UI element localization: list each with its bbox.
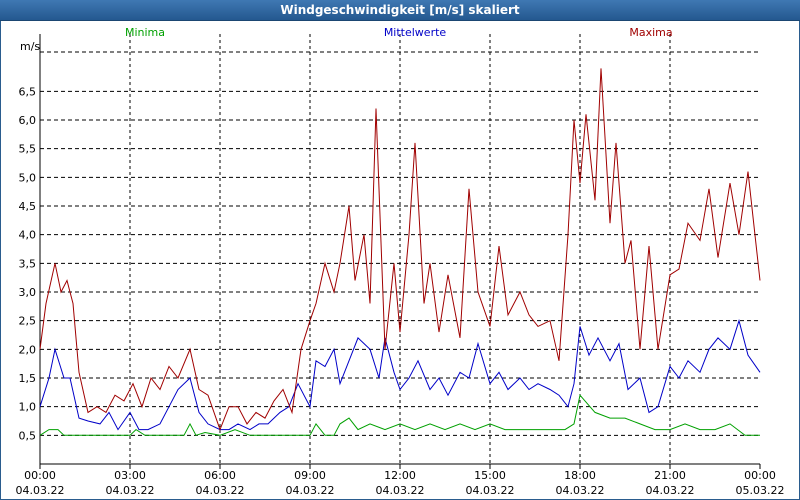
y-tick-label: 2,5 [19, 315, 37, 328]
x-tick-time: 06:00 [204, 469, 236, 482]
series-line-maxima [39, 68, 761, 432]
x-tick-time: 03:00 [114, 469, 146, 482]
x-tick-time: 12:00 [384, 469, 416, 482]
x-tick-date: 04.03.22 [286, 484, 335, 497]
y-axis-label: m/s [20, 40, 40, 53]
x-tick-date: 04.03.22 [466, 484, 515, 497]
plot-area [40, 34, 760, 464]
y-tick-label: 6,5 [19, 85, 37, 98]
legend-entry-minima: Minima [125, 26, 165, 39]
x-tick-date: 04.03.22 [556, 484, 605, 497]
x-tick-time: 00:00 [24, 469, 56, 482]
series-line-mittelwerte [39, 318, 761, 431]
x-tick-date: 05.03.22 [736, 484, 785, 497]
x-tick-time: 00:00 [744, 469, 776, 482]
y-tick-label: 6,0 [19, 114, 37, 127]
y-tick-label: 5,5 [19, 143, 37, 156]
x-tick-time: 09:00 [294, 469, 326, 482]
series-line-minima [39, 394, 760, 436]
x-tick-date: 04.03.22 [16, 484, 65, 497]
x-tick-date: 04.03.22 [106, 484, 155, 497]
x-tick-date: 04.03.22 [196, 484, 245, 497]
x-tick-time: 18:00 [564, 469, 596, 482]
y-tick-label: 1,5 [19, 372, 37, 385]
title-bar: Windgeschwindigkeit [m/s] skaliert [0, 0, 800, 21]
x-tick-date: 04.03.22 [646, 484, 695, 497]
y-tick-label: 4,0 [19, 229, 37, 242]
x-tick-date: 04.03.22 [376, 484, 425, 497]
y-tick-label: 2,0 [19, 343, 37, 356]
y-tick-label: 4,5 [19, 200, 37, 213]
y-tick-label: 1,0 [19, 401, 37, 414]
y-tick-label: 3,5 [19, 257, 37, 270]
chart-title: Windgeschwindigkeit [m/s] skaliert [280, 3, 520, 17]
y-tick-label: 0,5 [19, 429, 37, 442]
x-tick-time: 15:00 [474, 469, 506, 482]
x-tick-time: 21:00 [654, 469, 686, 482]
legend-entry-mittelwerte: Mittelwerte [384, 26, 447, 39]
legend-entry-maxima: Maxima [629, 26, 672, 39]
y-tick-label: 5,0 [19, 171, 37, 184]
y-tick-label: 3,0 [19, 286, 37, 299]
